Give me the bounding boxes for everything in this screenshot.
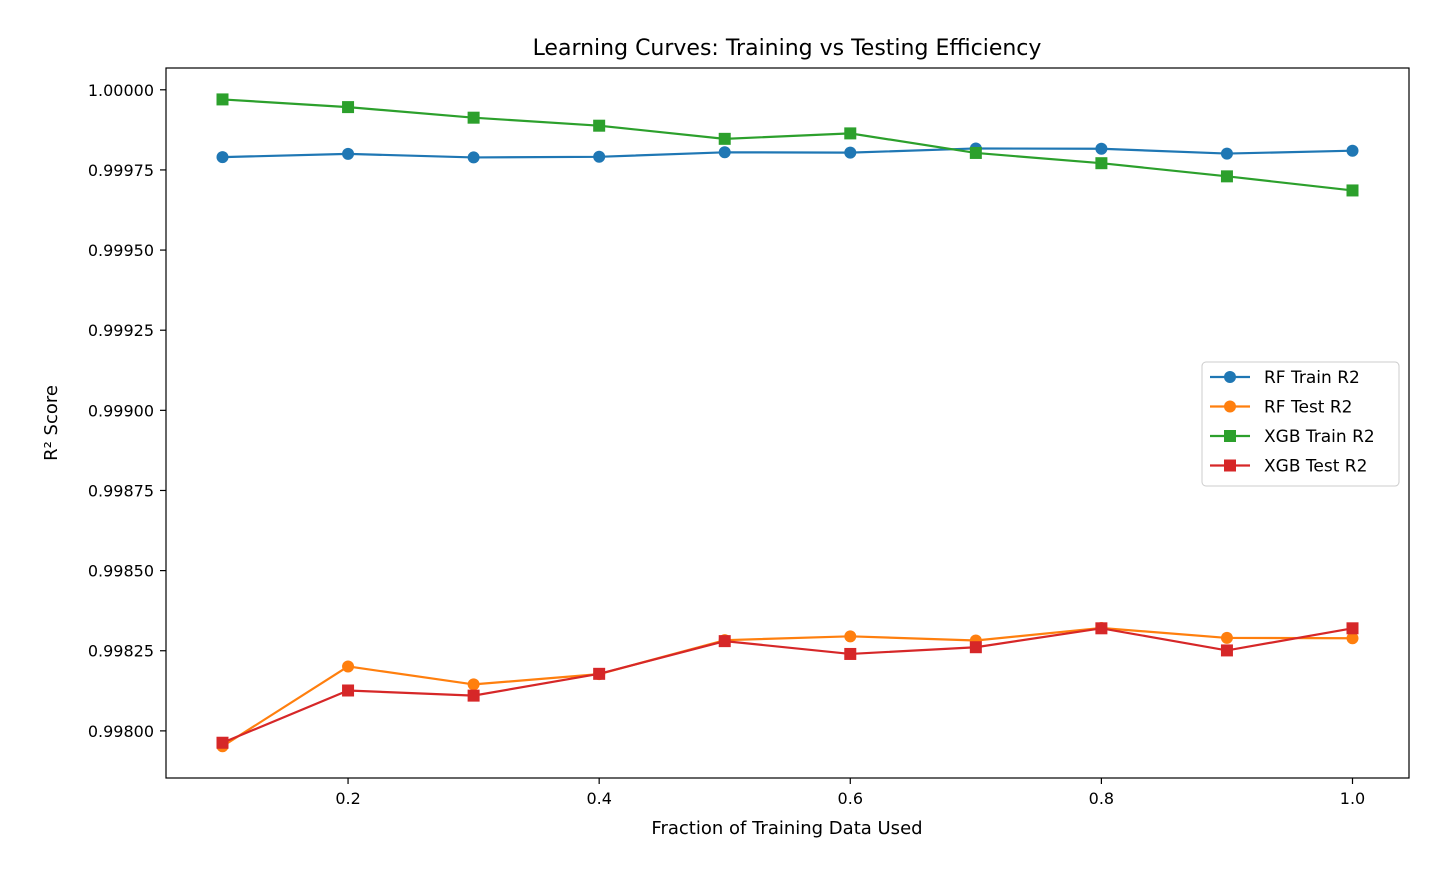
y-tick-label: 0.99900 (88, 401, 154, 420)
y-tick-label: 0.99950 (88, 241, 154, 260)
data-point (216, 151, 229, 164)
y-tick-label: 0.99850 (88, 562, 154, 581)
data-point (844, 146, 857, 159)
data-point (1220, 631, 1233, 644)
series-rf-test-r2 (216, 621, 1359, 753)
legend-label: XGB Test R2 (1264, 457, 1367, 477)
legend-marker (1224, 371, 1236, 383)
data-point (342, 684, 355, 697)
series-line (221, 626, 1353, 748)
y-tick-label: 0.99925 (88, 321, 154, 340)
data-point (1095, 142, 1108, 155)
legend-item: XGB Train R2 (1210, 427, 1375, 447)
data-point (342, 147, 355, 160)
y-tick-label: 0.99800 (88, 722, 154, 741)
data-point (844, 647, 857, 660)
data-point (718, 635, 731, 648)
plot-area: 0.2 0.4 0.6 0.8 1.0 0.99800 0.99825 0.99850 0.99… (88, 67, 1410, 808)
data-point (593, 667, 606, 680)
data-point (1346, 622, 1359, 635)
data-point (216, 93, 229, 106)
legend-marker (1224, 400, 1236, 413)
chart-title: Learning Curves: Training vs Testing Eff… (533, 36, 1042, 61)
data-point (844, 630, 857, 643)
series-xgb-train-r2 (216, 93, 1359, 197)
x-tick-label: 1.0 (1340, 789, 1365, 808)
x-tick-label: 0.2 (335, 789, 360, 808)
series-line (222, 147, 1353, 159)
data-point (216, 736, 229, 749)
legend-label: RF Train R2 (1264, 368, 1360, 388)
legend-label: RF Test R2 (1264, 398, 1353, 418)
data-point (342, 101, 355, 114)
data-point (342, 660, 355, 673)
legend-item: RF Test R2 (1210, 398, 1353, 418)
data-point (1095, 157, 1108, 170)
data-point (969, 146, 982, 159)
y-tick-label: 1.00000 (88, 81, 154, 100)
data-point (1220, 644, 1233, 657)
series-line (222, 627, 1353, 744)
legend: RF Train R2 RF Test R2 XGB Train R2 XGB Tes… (1201, 361, 1400, 487)
data-point (1220, 147, 1233, 160)
axes: 0.2 0.4 0.6 0.8 1.0 0.99800 0.99825 0.99850 0.99… (88, 81, 1365, 808)
data-point (467, 678, 480, 691)
data-point (593, 119, 606, 132)
x-tick-label: 0.6 (838, 789, 863, 808)
data-point (467, 689, 480, 702)
data-point (844, 127, 857, 140)
data-point (1346, 632, 1359, 645)
legend-item: RF Train R2 (1210, 368, 1360, 388)
plot-frame (165, 67, 1410, 779)
x-axis-label: Fraction of Training Data Used (651, 818, 922, 839)
data-point (969, 641, 982, 654)
data-point (467, 151, 480, 164)
legend-label: XGB Train R2 (1264, 427, 1375, 447)
x-tick-label: 0.4 (586, 789, 611, 808)
x-tick-label: 0.8 (1089, 789, 1114, 808)
y-tick-label: 0.99825 (88, 642, 154, 661)
legend-item: XGB Test R2 (1210, 457, 1367, 477)
data-point (1346, 144, 1359, 157)
series-xgb-test-r2 (216, 622, 1359, 749)
data-point (1220, 170, 1233, 183)
data-point (467, 111, 480, 124)
data-point (718, 146, 731, 159)
y-axis-label: R² Score (41, 385, 62, 461)
series-line (222, 98, 1353, 192)
y-tick-label: 0.99975 (88, 161, 154, 180)
data-point (593, 150, 606, 163)
data-point (1095, 622, 1108, 635)
legend-box (1201, 361, 1400, 487)
legend-marker (1224, 430, 1236, 442)
y-tick-label: 0.99875 (88, 481, 154, 500)
legend-marker (1224, 459, 1236, 472)
data-point (1346, 184, 1359, 197)
data-point (718, 132, 731, 145)
series-rf-train-r2 (216, 142, 1359, 164)
